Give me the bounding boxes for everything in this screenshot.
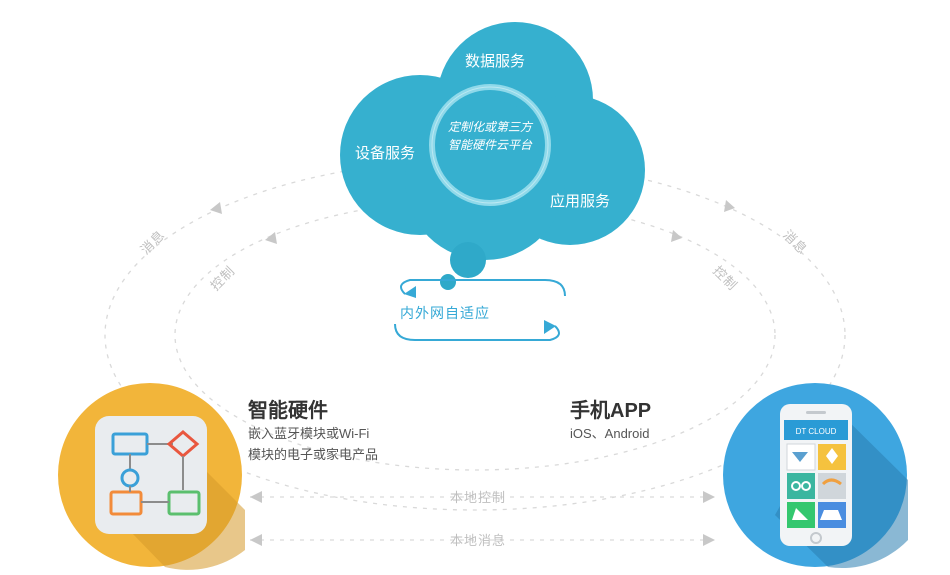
diagram-canvas: 消息 控制 消息 控制 数据服务 设备服务 应用服务 定制化或第三方 智能硬件云… [0,0,950,560]
bottom-edge-label-2: 本地消息 [450,530,506,549]
bottom-edges [0,0,950,560]
bottom-edge-label-1: 本地控制 [450,487,506,506]
